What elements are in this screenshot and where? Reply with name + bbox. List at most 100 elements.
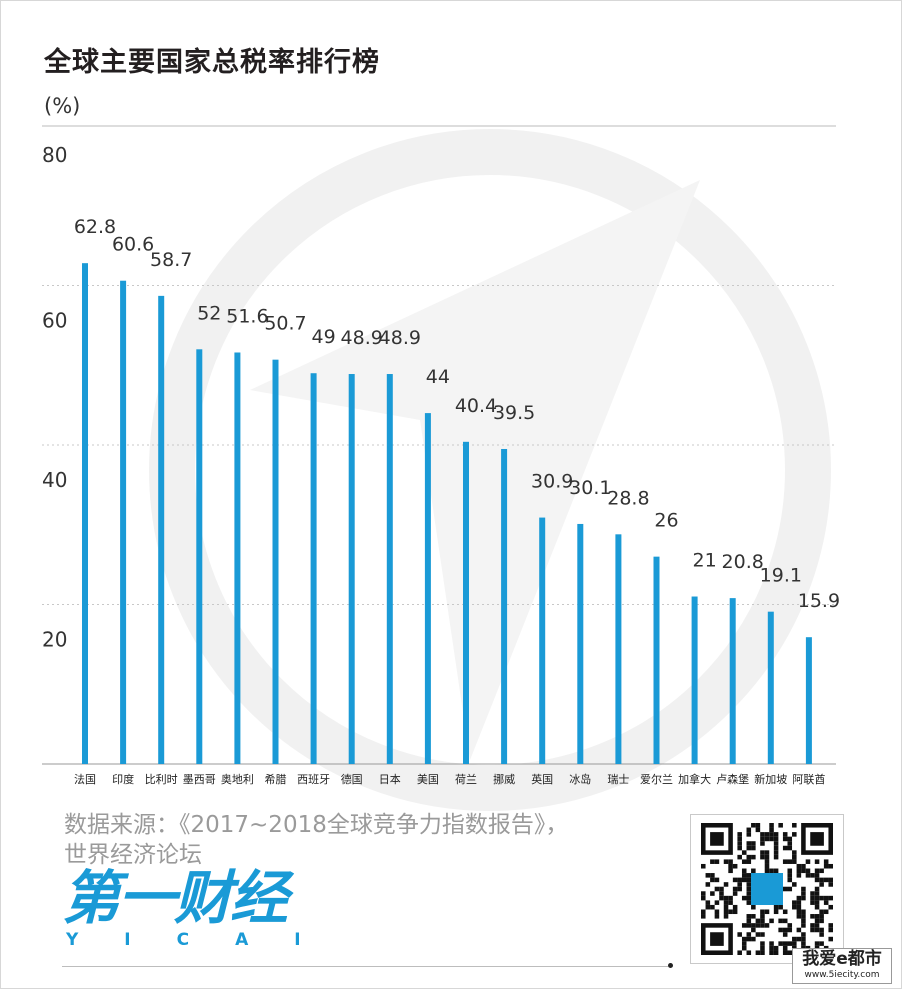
qr-code-icon — [701, 823, 833, 955]
data-label: 51.6 — [226, 305, 268, 327]
qr-module — [728, 859, 733, 864]
qr-module — [823, 895, 829, 901]
data-label: 50.7 — [264, 313, 306, 335]
qr-module — [746, 886, 752, 892]
x-tick-label: 阿联酋 — [792, 772, 825, 786]
qr-module — [810, 927, 815, 933]
qr-module — [823, 877, 829, 883]
qr-module — [814, 877, 820, 883]
qr-module — [792, 854, 797, 860]
qr-module — [737, 836, 742, 842]
qr-module — [778, 904, 783, 910]
qr-module — [741, 895, 747, 901]
site-name: 我爱e都市 — [802, 949, 882, 969]
x-tick-label: 英国 — [531, 772, 553, 786]
bar — [767, 611, 774, 764]
qr-module — [814, 886, 820, 892]
qr-module — [701, 863, 706, 869]
x-tick-label: 冰岛 — [569, 772, 591, 786]
bar — [615, 534, 622, 764]
qr-module — [755, 932, 761, 937]
qr-module — [746, 936, 752, 942]
qr-module — [751, 936, 756, 942]
qr-module — [819, 927, 824, 933]
qr-module — [792, 900, 797, 905]
qr-module — [746, 950, 752, 955]
qr-module — [782, 927, 788, 933]
qr-module — [723, 882, 729, 887]
qr-module — [801, 886, 806, 892]
qr-module — [828, 927, 833, 933]
qr-module — [737, 877, 742, 883]
x-tick-label: 新加坡 — [754, 772, 787, 786]
qr-module — [746, 859, 752, 864]
qr-module — [732, 904, 738, 910]
qr-module — [787, 845, 793, 851]
footer-divider — [62, 966, 668, 967]
qr-module — [778, 823, 783, 828]
qr-module — [819, 932, 824, 937]
qr-module — [710, 873, 715, 878]
qr-module — [732, 909, 738, 915]
qr-module — [719, 886, 724, 892]
qr-module — [819, 941, 824, 946]
qr-module — [746, 895, 752, 901]
qr-module — [723, 859, 729, 864]
qr-module — [814, 904, 820, 910]
x-tick-label: 德国 — [341, 772, 363, 786]
qr-module — [787, 886, 793, 892]
source-note: 数据来源：《2017~2018全球竞争力指数报告》， 世界经济论坛 — [64, 810, 664, 870]
qr-module — [814, 900, 820, 905]
x-tick-label: 美国 — [417, 773, 439, 786]
qr-module — [737, 832, 742, 837]
qr-module — [760, 854, 765, 860]
bar — [691, 596, 698, 764]
qr-module — [805, 859, 811, 864]
qr-module — [801, 932, 806, 937]
qr-module — [714, 877, 720, 883]
qr-module — [751, 841, 756, 846]
source-line-1: 数据来源：《2017~2018全球竞争力指数报告》， — [64, 812, 569, 838]
qr-module — [828, 882, 833, 887]
qr-module — [732, 891, 738, 896]
x-tick-label: 加拿大 — [678, 772, 711, 786]
qr-module — [773, 841, 779, 846]
qr-module — [741, 850, 747, 855]
qr-module — [792, 823, 797, 828]
qr-module — [714, 914, 720, 919]
qr-module — [705, 873, 711, 878]
qr-module — [764, 923, 770, 928]
qr-module — [801, 909, 806, 915]
qr-module — [764, 868, 770, 874]
qr-module — [728, 895, 733, 901]
qr-module — [705, 882, 711, 887]
site-watermark-badge: 我爱e都市 www.5iecity.com — [792, 948, 892, 984]
bar — [386, 374, 393, 764]
qr-module — [751, 923, 756, 928]
qr-module — [819, 914, 824, 919]
qr-module — [714, 909, 720, 915]
data-label: 60.6 — [112, 234, 154, 256]
qr-module — [778, 941, 783, 946]
qr-module — [760, 945, 765, 951]
qr-module — [741, 877, 747, 883]
qr-module — [810, 900, 815, 905]
qr-module — [728, 863, 733, 869]
qr-module — [741, 873, 747, 878]
qr-module — [796, 900, 802, 905]
qr-module — [751, 927, 756, 933]
x-tick-label: 日本 — [379, 772, 401, 786]
qr-finder-core — [710, 832, 724, 846]
qr-module — [787, 923, 793, 928]
bar — [158, 295, 165, 764]
qr-module — [814, 895, 820, 901]
qr-module — [814, 923, 820, 928]
yicai-logo: 第一财经 — [62, 864, 288, 932]
qr-module — [751, 823, 756, 828]
qr-module — [760, 841, 765, 846]
qr-module — [810, 923, 815, 928]
qr-module — [751, 845, 756, 851]
y-tick-label: 80 — [42, 143, 67, 167]
qr-module — [760, 850, 765, 855]
qr-module — [828, 863, 833, 869]
